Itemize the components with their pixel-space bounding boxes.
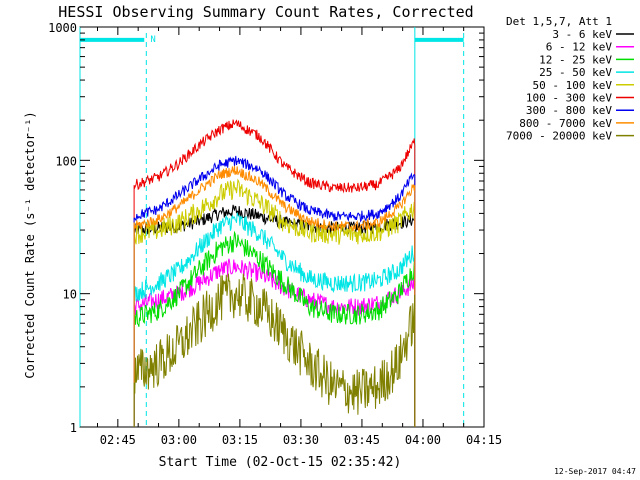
x-axis-ticks: 02:45 03:00 03:15 03:30 03:45 04:00 04:15 — [96, 27, 502, 447]
x-tick-label: 04:00 — [405, 433, 441, 447]
legend-entry-label: 6 - 12 keV — [546, 41, 613, 54]
legend-header: Det 1,5,7, Att 1 — [506, 15, 612, 28]
timestamp-annotation: 12-Sep-2017 04:47 — [554, 467, 636, 476]
y-tick-label: 10 — [63, 288, 77, 302]
legend-entry-label: 50 - 100 keV — [533, 79, 613, 92]
plot-area: N 02:45 03:00 03:15 03:30 03:45 04:00 04:15 11… — [48, 21, 502, 447]
series-line — [133, 119, 416, 427]
legend-entry-label: 100 - 300 keV — [526, 92, 612, 105]
series-line — [133, 178, 416, 427]
flag-label: N — [150, 35, 155, 45]
legend-entry-label: 12 - 25 keV — [539, 53, 612, 66]
x-tick-label: 03:30 — [283, 433, 319, 447]
legend-entry-label: 800 - 7000 keV — [519, 117, 612, 130]
x-tick-label: 03:15 — [222, 433, 258, 447]
x-tick-label: 03:45 — [344, 433, 380, 447]
legend-entry-label: 300 - 800 keV — [526, 104, 612, 117]
series-line — [133, 273, 416, 427]
x-tick-label: 02:45 — [100, 433, 136, 447]
series-line — [133, 258, 416, 427]
legend-entry-label: 3 - 6 keV — [552, 28, 612, 41]
y-tick-label: 1000 — [48, 21, 77, 35]
x-tick-label: 04:15 — [466, 433, 502, 447]
y-tick-label: 1 — [70, 421, 77, 435]
legend-entry-label: 25 - 50 keV — [539, 66, 612, 79]
x-tick-label: 03:00 — [161, 433, 197, 447]
y-axis-label: Corrected Count Rate (s⁻¹ detector⁻¹) — [23, 111, 37, 378]
series-line — [133, 212, 416, 427]
chart-title: HESSI Observing Summary Count Rates, Cor… — [58, 3, 473, 21]
y-axis-ticks: 1 10 100 1000 — [48, 21, 484, 435]
series-line — [133, 155, 416, 427]
series-group — [133, 119, 416, 427]
x-axis-label: Start Time (02-Oct-15 02:35:42) — [159, 455, 402, 470]
series-line — [133, 165, 416, 427]
y-tick-label: 100 — [55, 154, 77, 168]
legend-entry-label: 7000 - 20000 keV — [506, 130, 612, 143]
series-line — [133, 230, 416, 427]
